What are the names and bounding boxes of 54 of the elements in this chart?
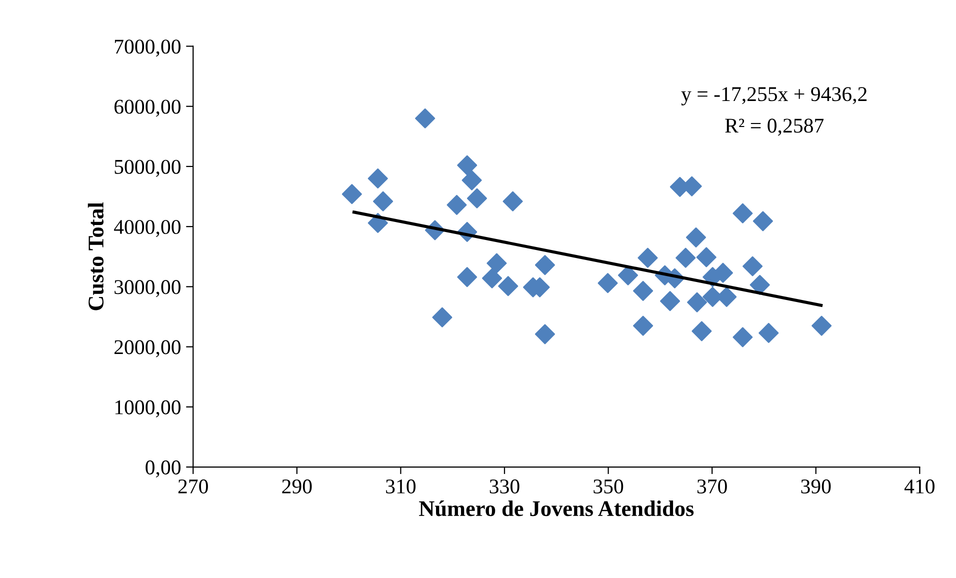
point	[446, 194, 467, 215]
point	[534, 255, 555, 276]
point	[466, 188, 487, 208]
y-tick-label: 0,00	[146, 460, 181, 478]
point	[618, 265, 638, 286]
x-axis-title: Número de Jovens Atendidos	[419, 500, 694, 516]
point	[812, 316, 832, 336]
x-tick-label: 310	[386, 479, 416, 494]
point	[342, 184, 362, 204]
point	[457, 267, 478, 288]
point	[758, 322, 779, 343]
point	[482, 268, 502, 288]
point	[432, 307, 452, 328]
y-tick-label: 1000,00	[115, 400, 181, 418]
y-tick-label: 5000,00	[114, 160, 181, 177]
point	[752, 211, 773, 232]
point	[373, 191, 394, 212]
point	[534, 324, 555, 344]
point	[502, 191, 523, 212]
point	[633, 280, 654, 301]
point	[633, 316, 654, 336]
y-tick-label: 6000,00	[114, 100, 181, 117]
point	[660, 291, 680, 312]
point	[638, 248, 658, 268]
point	[732, 327, 753, 348]
point	[457, 155, 478, 176]
x-tick-label: 350	[594, 479, 624, 494]
x-tick-label: 290	[282, 479, 312, 494]
x-tick-label: 330	[490, 479, 520, 494]
annotation: y = -17,255x + 9436,2	[681, 87, 867, 106]
x-tick-label: 390	[801, 479, 831, 494]
point	[696, 247, 716, 268]
point	[750, 274, 770, 295]
y-tick-label: 3000,00	[114, 280, 181, 298]
point	[486, 253, 507, 274]
point	[732, 203, 753, 224]
point	[692, 321, 712, 342]
y-tick-label: 2000,00	[114, 340, 181, 358]
point	[498, 276, 518, 296]
point	[676, 248, 696, 268]
point	[462, 170, 482, 190]
point	[742, 256, 763, 276]
x-tick-label: 370	[697, 479, 727, 494]
point	[687, 292, 708, 312]
annotation: R² = 0,2587	[725, 118, 824, 136]
point	[368, 168, 388, 188]
x-tick-label: 270	[178, 479, 208, 494]
y-tick-label: 7000,00	[114, 40, 181, 57]
point	[598, 273, 618, 294]
y-axis-title: Custo Total	[88, 202, 104, 310]
point	[686, 227, 706, 248]
point	[415, 108, 436, 128]
y-tick-label: 4000,00	[114, 220, 181, 238]
x-tick-label: 410	[904, 479, 935, 494]
